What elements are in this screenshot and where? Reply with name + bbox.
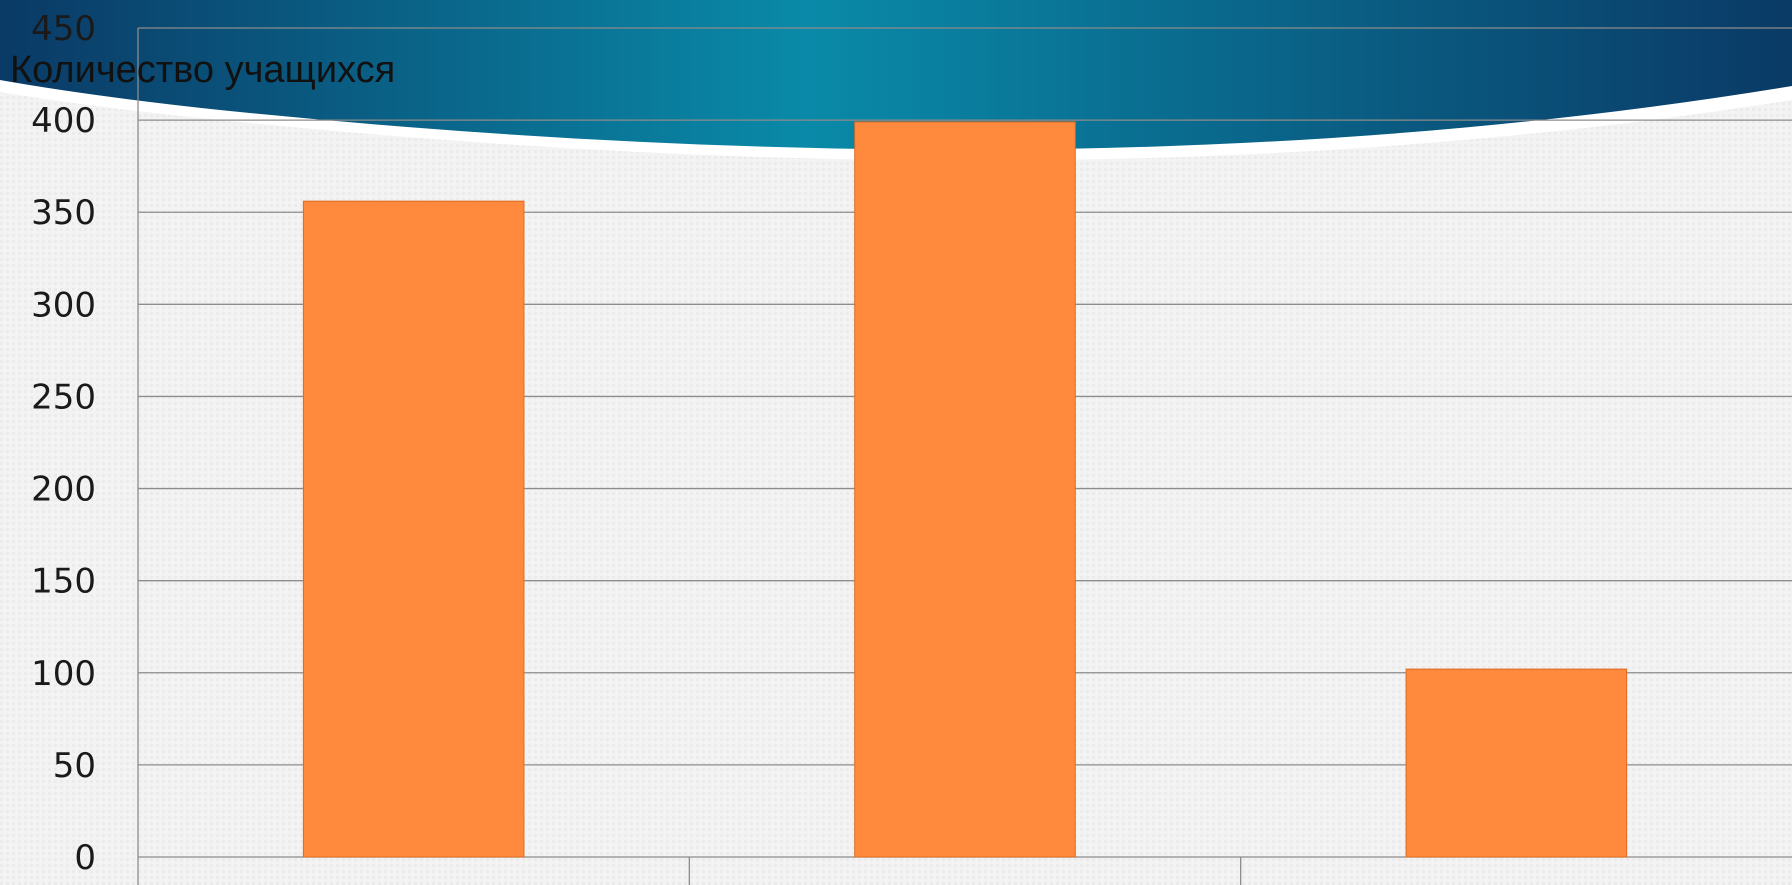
bar [1405, 668, 1628, 858]
axes [137, 28, 1242, 885]
banner-shape [0, 0, 1792, 150]
y-tick-label: 150 [31, 562, 96, 602]
y-tick-label: 300 [31, 285, 96, 325]
y-tick-label: 50 [53, 746, 96, 786]
y-tick-label: 100 [31, 654, 96, 694]
y-tick-label: 0 [74, 838, 96, 878]
y-tick-label: 250 [31, 377, 96, 417]
y-tick-label: 200 [31, 470, 96, 510]
y-tick-label: 450 [31, 9, 96, 49]
y-tick-label: 400 [31, 101, 96, 141]
bars [302, 121, 1628, 858]
bar [854, 121, 1076, 858]
y-tick-label: 350 [31, 193, 96, 233]
bar [302, 200, 525, 858]
y-axis-ticks: 0 50 100 150 200 250 300 350 400 450 [31, 9, 96, 878]
y-axis-label: Количество учащихся [10, 49, 395, 91]
